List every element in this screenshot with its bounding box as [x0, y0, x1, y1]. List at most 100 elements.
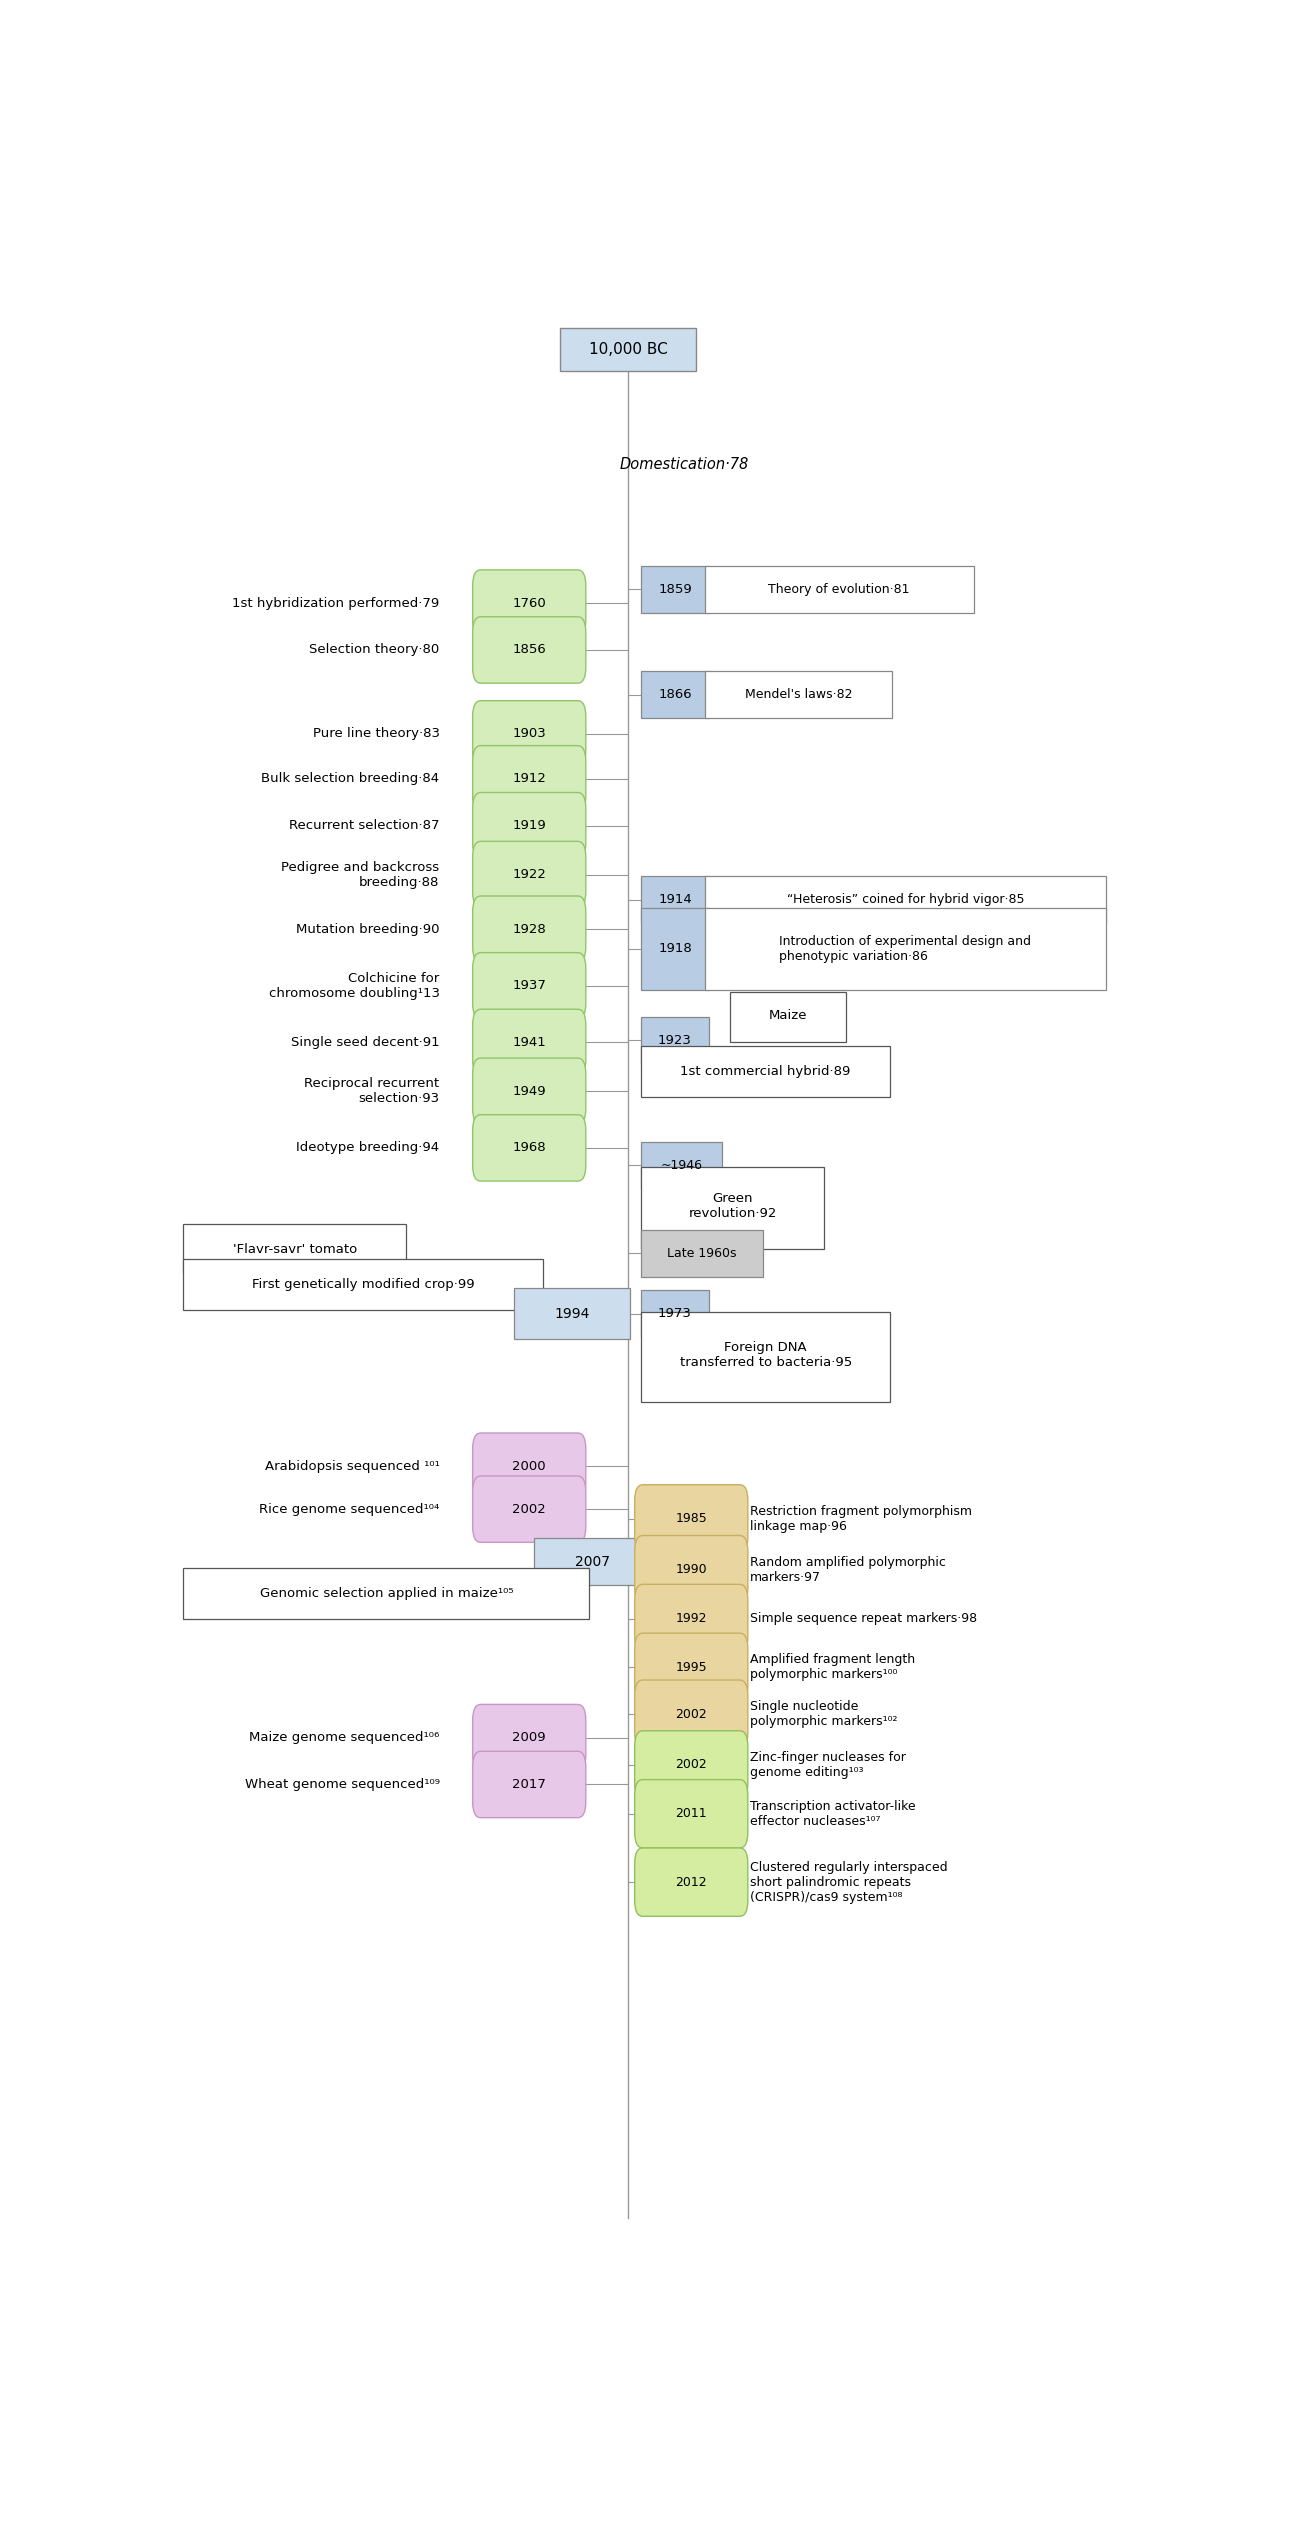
FancyBboxPatch shape [472, 1704, 585, 1770]
FancyBboxPatch shape [534, 1539, 651, 1585]
FancyBboxPatch shape [472, 842, 585, 908]
FancyBboxPatch shape [642, 1167, 823, 1250]
FancyBboxPatch shape [472, 746, 585, 812]
FancyBboxPatch shape [472, 700, 585, 766]
FancyBboxPatch shape [472, 791, 585, 860]
FancyBboxPatch shape [705, 566, 973, 614]
Text: 1995: 1995 [676, 1661, 707, 1674]
FancyBboxPatch shape [635, 1534, 748, 1603]
Text: 1923: 1923 [658, 1035, 692, 1047]
Text: Late 1960s: Late 1960s [667, 1248, 736, 1260]
FancyBboxPatch shape [705, 672, 892, 718]
FancyBboxPatch shape [183, 1567, 589, 1618]
Text: Simple sequence repeat markers·98: Simple sequence repeat markers·98 [751, 1613, 977, 1626]
Text: Green
revolution·92: Green revolution·92 [688, 1192, 777, 1220]
Text: Amplified fragment length
polymorphic markers¹⁰⁰: Amplified fragment length polymorphic ma… [751, 1653, 915, 1681]
Text: 1992: 1992 [676, 1613, 707, 1626]
Text: 2009: 2009 [513, 1732, 546, 1745]
Text: 2007: 2007 [575, 1555, 610, 1570]
Text: 1985: 1985 [676, 1511, 707, 1527]
FancyBboxPatch shape [635, 1849, 748, 1917]
Text: Pedigree and backcross
breeding·88: Pedigree and backcross breeding·88 [281, 860, 439, 888]
Text: Transcription activator-like
effector nucleases¹⁰⁷: Transcription activator-like effector nu… [751, 1801, 917, 1828]
FancyBboxPatch shape [472, 1433, 585, 1499]
Text: 1968: 1968 [513, 1141, 546, 1154]
FancyBboxPatch shape [705, 908, 1106, 989]
Text: ~1946: ~1946 [660, 1159, 702, 1172]
FancyBboxPatch shape [730, 992, 846, 1042]
Text: Selection theory·80: Selection theory·80 [309, 644, 439, 657]
FancyBboxPatch shape [642, 877, 709, 923]
FancyBboxPatch shape [635, 1730, 748, 1798]
Text: 1922: 1922 [513, 867, 546, 880]
FancyBboxPatch shape [472, 616, 585, 682]
FancyBboxPatch shape [642, 908, 709, 989]
FancyBboxPatch shape [472, 1058, 585, 1123]
FancyBboxPatch shape [635, 1679, 748, 1747]
Text: 1856: 1856 [513, 644, 546, 657]
Text: Rice genome sequenced¹⁰⁴: Rice genome sequenced¹⁰⁴ [259, 1504, 439, 1517]
Text: Domestication·78: Domestication·78 [619, 456, 748, 472]
Text: Random amplified polymorphic
markers·97: Random amplified polymorphic markers·97 [751, 1555, 947, 1582]
FancyBboxPatch shape [472, 895, 585, 961]
Text: Ideotype breeding·94: Ideotype breeding·94 [296, 1141, 439, 1154]
Text: 1903: 1903 [513, 728, 546, 741]
Text: Reciprocal recurrent
selection·93: Reciprocal recurrent selection·93 [304, 1078, 439, 1106]
Text: 1866: 1866 [658, 687, 692, 702]
Text: First genetically modified crop·99: First genetically modified crop·99 [251, 1278, 475, 1291]
Text: Mutation breeding·90: Mutation breeding·90 [296, 923, 439, 936]
Text: Wheat genome sequenced¹⁰⁹: Wheat genome sequenced¹⁰⁹ [245, 1778, 439, 1790]
FancyBboxPatch shape [635, 1780, 748, 1849]
Text: Maize: Maize [769, 1009, 807, 1022]
FancyBboxPatch shape [642, 566, 709, 614]
Text: 1912: 1912 [513, 773, 546, 786]
FancyBboxPatch shape [635, 1633, 748, 1702]
FancyBboxPatch shape [514, 1288, 630, 1339]
Text: 1914: 1914 [658, 893, 692, 905]
Text: 1928: 1928 [513, 923, 546, 936]
FancyBboxPatch shape [183, 1260, 543, 1311]
Text: 2000: 2000 [513, 1461, 546, 1473]
Text: Pure line theory·83: Pure line theory·83 [313, 728, 439, 741]
Text: Arabidopsis sequenced ¹⁰¹: Arabidopsis sequenced ¹⁰¹ [264, 1461, 439, 1473]
Text: 2002: 2002 [676, 1707, 707, 1722]
Text: 1918: 1918 [658, 943, 692, 956]
FancyBboxPatch shape [472, 954, 585, 1019]
FancyBboxPatch shape [642, 1141, 722, 1189]
FancyBboxPatch shape [642, 672, 709, 718]
FancyBboxPatch shape [642, 1047, 890, 1098]
Text: 10,000 BC: 10,000 BC [589, 342, 668, 358]
FancyBboxPatch shape [642, 1291, 709, 1336]
Text: 1949: 1949 [513, 1085, 546, 1098]
FancyBboxPatch shape [472, 1116, 585, 1182]
Text: Colchicine for
chromosome doubling¹13: Colchicine for chromosome doubling¹13 [268, 971, 439, 999]
Text: 1st hybridization performed·79: 1st hybridization performed·79 [233, 596, 439, 609]
Text: Recurrent selection·87: Recurrent selection·87 [289, 819, 439, 832]
Text: 1760: 1760 [513, 596, 546, 609]
Text: Maize genome sequenced¹⁰⁶: Maize genome sequenced¹⁰⁶ [250, 1732, 439, 1745]
Text: Single seed decent·91: Single seed decent·91 [291, 1035, 439, 1050]
Text: 1941: 1941 [513, 1035, 546, 1050]
FancyBboxPatch shape [705, 877, 1106, 923]
FancyBboxPatch shape [635, 1484, 748, 1552]
Text: Single nucleotide
polymorphic markers¹⁰²: Single nucleotide polymorphic markers¹⁰² [751, 1699, 898, 1727]
Text: Theory of evolution·81: Theory of evolution·81 [768, 583, 910, 596]
Text: 1859: 1859 [658, 583, 692, 596]
Text: Foreign DNA
transferred to bacteria·95: Foreign DNA transferred to bacteria·95 [680, 1342, 852, 1369]
Text: 2002: 2002 [676, 1757, 707, 1773]
Text: Bulk selection breeding·84: Bulk selection breeding·84 [262, 773, 439, 786]
Text: 1st commercial hybrid·89: 1st commercial hybrid·89 [680, 1065, 851, 1078]
Text: 1973: 1973 [658, 1309, 692, 1321]
Text: 2012: 2012 [676, 1877, 707, 1889]
Text: 1919: 1919 [513, 819, 546, 832]
Text: 'Flavr-savr' tomato: 'Flavr-savr' tomato [233, 1243, 356, 1255]
Text: Genomic selection applied in maize¹⁰⁵: Genomic selection applied in maize¹⁰⁵ [260, 1588, 513, 1600]
Text: 2002: 2002 [513, 1504, 546, 1517]
Text: “Heterosis” coined for hybrid vigor·85: “Heterosis” coined for hybrid vigor·85 [786, 893, 1024, 905]
FancyBboxPatch shape [635, 1585, 748, 1653]
Text: 1937: 1937 [513, 979, 546, 992]
FancyBboxPatch shape [560, 327, 697, 370]
FancyBboxPatch shape [642, 1017, 709, 1065]
Text: Mendel's laws·82: Mendel's laws·82 [744, 687, 852, 702]
FancyBboxPatch shape [472, 1476, 585, 1542]
